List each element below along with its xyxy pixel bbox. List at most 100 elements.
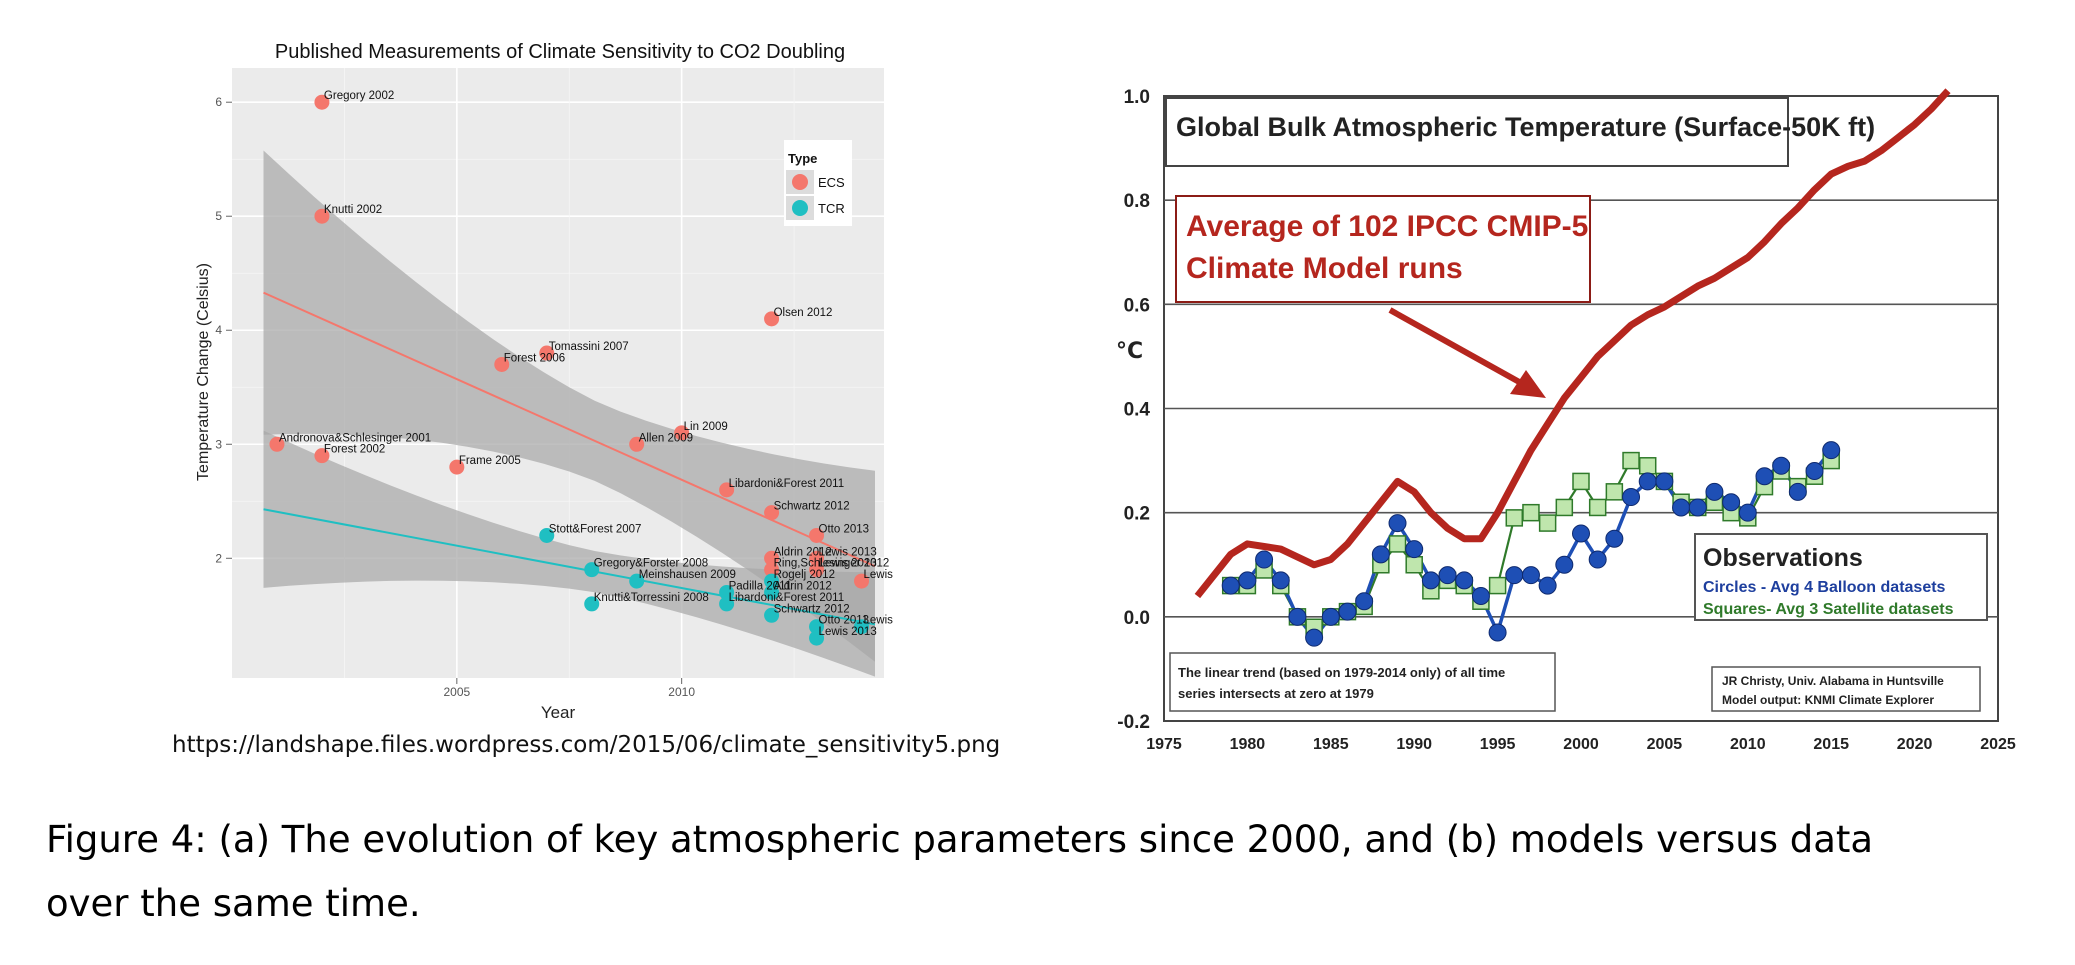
a-point-label: Forest 2006 [504, 352, 565, 364]
source-url[interactable]: https://landshape.files.wordpress.com/20… [172, 732, 1001, 758]
balloon-point [1338, 602, 1357, 621]
a-point-label: Gregory 2002 [324, 90, 394, 102]
a-band-ecs [263, 150, 875, 662]
a-xtick-label: 2010 [668, 685, 695, 699]
a-point-ecs [809, 562, 825, 578]
b-xtick-label: 2010 [1730, 736, 1766, 753]
b-ytick-label: -0.2 [1117, 712, 1150, 733]
b-ytick-label: 0.8 [1124, 191, 1150, 212]
a-point-ecs [719, 482, 735, 498]
figure-caption: Figure 4: (a) The evolution of key atmos… [46, 808, 2036, 936]
balloon-point [1822, 441, 1841, 460]
a-point-tcr [809, 630, 825, 646]
legend-ecs-marker [792, 174, 808, 190]
b-ytick-label: 0.4 [1124, 400, 1151, 421]
balloon-point [1371, 545, 1390, 564]
a-point-label: Padilla 2011 [729, 580, 791, 592]
legend-tcr-marker [792, 200, 808, 216]
chart-b-tick-labels: 1.0 0.8 0.6 0.4 0.2 0.0 -0.2 1975 1980 1985 1990 19… [1117, 87, 2016, 753]
a-point-ecs [764, 505, 780, 521]
b-xtick-label: 1975 [1146, 736, 1182, 753]
a-ytick-label: 2 [215, 551, 222, 565]
a-point-tcr [809, 619, 825, 635]
satellite-point [1538, 514, 1557, 532]
model-label-line-2: Climate Model runs [1186, 252, 1463, 285]
chart-a-tick-labels: 2 3 4 5 6 2005 2010 [215, 95, 695, 699]
chart-a-ylabel: Temperature Change (Celsius) [195, 263, 212, 481]
a-point-ecs [269, 436, 285, 452]
balloon-point [1405, 540, 1424, 559]
balloon-point [1722, 493, 1741, 512]
a-point-ecs [539, 345, 555, 361]
caption-line-2: over the same time. [46, 882, 421, 925]
squares-legend-label: Squares- Avg 3 Satellite datasets [1703, 601, 1954, 618]
a-point-label: Gregory&Forster 2008 [594, 558, 708, 570]
satellite-point [1605, 483, 1624, 501]
satellite-point [1588, 498, 1607, 517]
balloon-point [1455, 571, 1474, 590]
b-xtick-label: 2020 [1897, 736, 1933, 753]
chart-b-title-box: Global Bulk Atmospheric Temperature (Sur… [1165, 97, 1875, 167]
a-band-tcr [263, 430, 875, 677]
satellite-point [1555, 498, 1574, 517]
balloon-point [1705, 482, 1724, 501]
balloon-point [1255, 550, 1274, 569]
b-xtick-label: 1990 [1396, 736, 1432, 753]
legend-title: Type [788, 151, 817, 166]
model-label-line-1: Average of 102 IPCC CMIP-5 [1186, 210, 1588, 243]
credit-line-1: JR Christy, Univ. Alabama in Huntsville [1722, 674, 1944, 688]
a-point-label: Ring,Schlesinger 2012 [774, 558, 890, 570]
balloon-point [1772, 456, 1791, 475]
b-ytick-label: 1.0 [1124, 87, 1150, 108]
a-point-label: Libardoni&Forest 2011 [729, 478, 845, 490]
balloon-point [1238, 571, 1257, 590]
credit-line-2: Model output: KNMI Climate Explorer [1722, 693, 1934, 707]
b-xtick-label: 2015 [1813, 736, 1849, 753]
balloon-point [1471, 587, 1490, 605]
a-point-ecs [764, 550, 780, 566]
a-ytick-label: 4 [215, 323, 222, 337]
balloon-point [1572, 524, 1590, 543]
a-point-label: Andronova&Schlesinger 2001 [279, 432, 431, 444]
balloon-point [1672, 498, 1691, 517]
chart-a-xlabel: Year [541, 703, 576, 722]
b-xtick-label: 2000 [1563, 736, 1599, 753]
a-point-ecs [854, 573, 870, 589]
balloon-point [1788, 482, 1807, 501]
balloon-point [1388, 514, 1407, 533]
chart-b-title: Global Bulk Atmospheric Temperature (Sur… [1176, 112, 1875, 142]
balloon-point [1288, 607, 1307, 626]
a-ytick-label: 5 [215, 209, 222, 223]
b-xtick-label: 1995 [1480, 736, 1516, 753]
satellite-point [1638, 457, 1657, 475]
satellite-point [1388, 535, 1407, 553]
a-point-label: Aldrin 2012 [774, 546, 832, 558]
a-point-ecs [314, 94, 330, 110]
trend-note-box: The linear trend (based on 1979-2014 onl… [1169, 652, 1556, 712]
a-point-ecs [314, 448, 330, 464]
balloon-point [1605, 529, 1624, 548]
b-ytick-label: 0.2 [1124, 504, 1150, 525]
a-point-tcr [764, 584, 780, 600]
legend-ecs-label: ECS [818, 175, 845, 190]
b-ytick-label: 0.0 [1124, 608, 1150, 629]
satellite-point [1522, 503, 1540, 522]
a-point-tcr [539, 527, 555, 543]
b-xtick-label: 2005 [1647, 736, 1683, 753]
a-point-label: Schwartz 2012 [774, 501, 850, 513]
balloon-point [1688, 498, 1707, 517]
a-point-label: Aldrin 2012 [774, 580, 832, 592]
a-point-label: Lewis [864, 569, 894, 581]
chart-a-point-labels: Gregory 2002 Knutti 2002 Olsen 2012 Tomassi… [279, 90, 893, 638]
satellite-point [1572, 472, 1590, 491]
balloon-point [1755, 467, 1774, 486]
a-point-label: Forest 2002 [324, 444, 385, 456]
a-point-label: Schwartz 2012 [774, 603, 850, 615]
a-point-label: Lewis 2013 [819, 546, 877, 558]
satellite-point [1405, 556, 1423, 574]
model-label-box: Average of 102 IPCC CMIP-5 Climate Model… [1175, 195, 1591, 303]
a-point-label: Olsen 2012 [774, 307, 833, 319]
a-point-tcr [764, 607, 780, 623]
model-average-line [1194, 88, 1951, 599]
a-point-tcr [584, 596, 600, 612]
